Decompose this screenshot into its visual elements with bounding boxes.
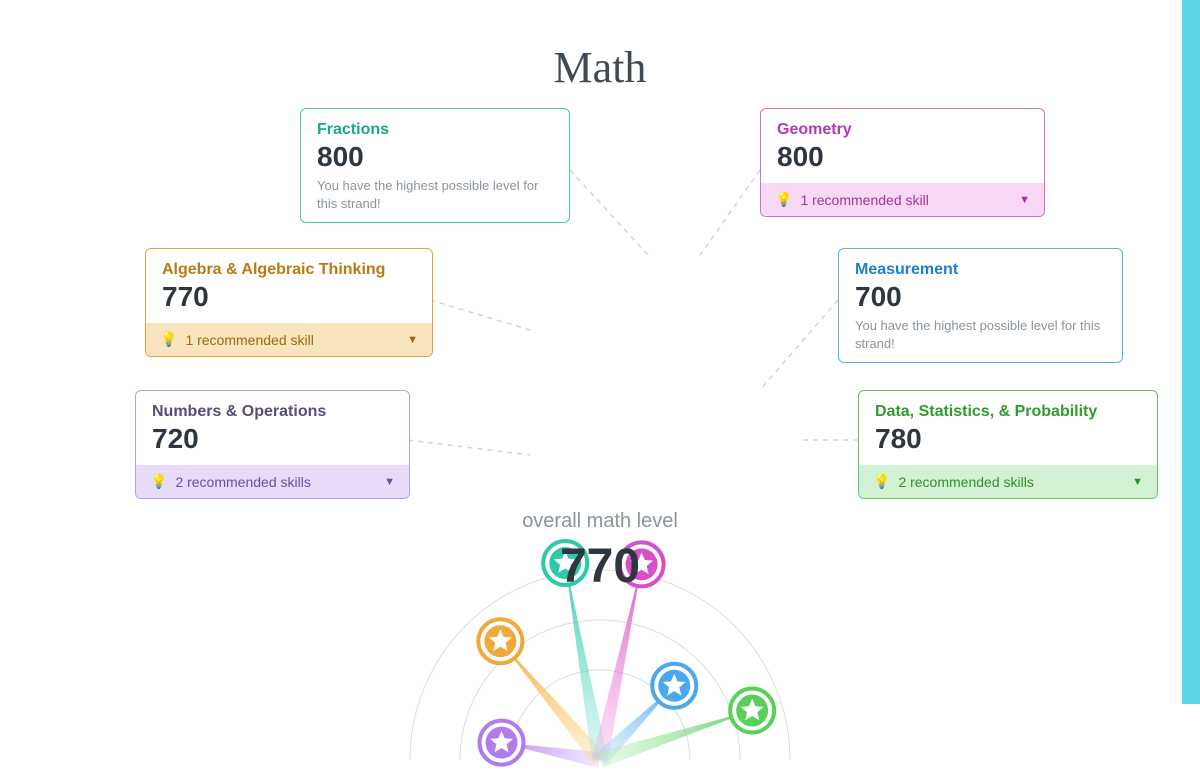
rec-text: 2 recommended skills <box>898 474 1033 490</box>
overall-score: 770 <box>0 539 1200 594</box>
lightbulb-icon: 💡 <box>160 331 177 348</box>
strand-card-data[interactable]: Data, Statistics, & Probability 780 💡 2 … <box>858 390 1158 499</box>
strand-score: 800 <box>317 141 553 173</box>
strand-card-numbers[interactable]: Numbers & Operations 720 💡 2 recommended… <box>135 390 410 499</box>
strand-title: Numbers & Operations <box>152 403 393 421</box>
strand-note: You have the highest possible level for … <box>317 177 553 212</box>
chevron-down-icon: ▼ <box>1132 476 1143 488</box>
strand-title: Geometry <box>777 121 1028 139</box>
rec-text: 1 recommended skill <box>800 192 928 208</box>
lightbulb-icon: 💡 <box>775 191 792 208</box>
overall-label: overall math level <box>0 510 1200 533</box>
recommended-skills-bar[interactable]: 💡 2 recommended skills ▼ <box>136 465 409 498</box>
chevron-down-icon: ▼ <box>407 334 418 346</box>
recommended-skills-bar[interactable]: 💡 1 recommended skill ▼ <box>146 323 432 356</box>
stage: Fractions 800 You have the highest possi… <box>0 0 1200 704</box>
strand-title: Data, Statistics, & Probability <box>875 403 1141 421</box>
strand-title: Measurement <box>855 261 1106 279</box>
strand-title: Fractions <box>317 121 553 139</box>
strand-card-geometry[interactable]: Geometry 800 💡 1 recommended skill ▼ <box>760 108 1045 217</box>
strand-score: 700 <box>855 281 1106 313</box>
recommended-skills-bar[interactable]: 💡 1 recommended skill ▼ <box>761 183 1044 216</box>
strand-card-algebra[interactable]: Algebra & Algebraic Thinking 770 💡 1 rec… <box>145 248 433 357</box>
strand-card-measurement[interactable]: Measurement 700 You have the highest pos… <box>838 248 1123 363</box>
strand-card-fractions[interactable]: Fractions 800 You have the highest possi… <box>300 108 570 223</box>
strand-title: Algebra & Algebraic Thinking <box>162 261 416 279</box>
lightbulb-icon: 💡 <box>150 473 167 490</box>
strand-score: 780 <box>875 423 1141 455</box>
rec-text: 2 recommended skills <box>175 474 310 490</box>
strand-note: You have the highest possible level for … <box>855 317 1106 352</box>
lightbulb-icon: 💡 <box>873 473 890 490</box>
rec-text: 1 recommended skill <box>185 332 313 348</box>
chevron-down-icon: ▼ <box>1019 194 1030 206</box>
strand-score: 770 <box>162 281 416 313</box>
chevron-down-icon: ▼ <box>384 476 395 488</box>
overall-block: overall math level 770 <box>0 510 1200 594</box>
strand-score: 720 <box>152 423 393 455</box>
recommended-skills-bar[interactable]: 💡 2 recommended skills ▼ <box>859 465 1157 498</box>
strand-score: 800 <box>777 141 1028 173</box>
